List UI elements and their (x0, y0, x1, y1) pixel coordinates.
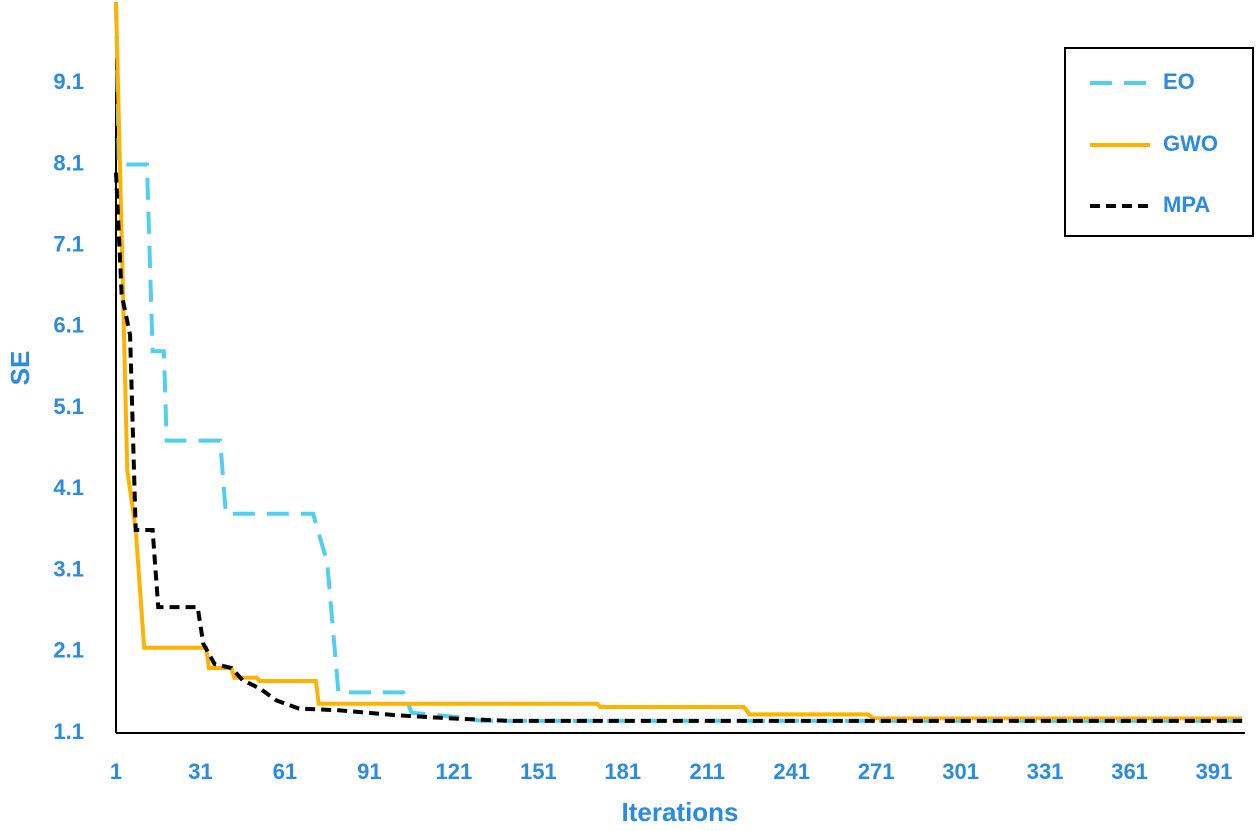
legend-label: EO (1163, 69, 1195, 94)
x-tick-label: 331 (1027, 759, 1064, 784)
y-axis-title: SE (5, 351, 35, 386)
series-line (114, 1, 1243, 721)
x-tick-label: 1 (110, 759, 122, 784)
series-line (114, 1, 1243, 723)
legend-label: MPA (1163, 192, 1210, 217)
legend-label: GWO (1163, 131, 1218, 156)
x-tick-label: 151 (520, 759, 557, 784)
y-tick-label: 9.1 (53, 69, 84, 94)
y-tick-label: 2.1 (53, 638, 84, 663)
x-tick-label: 91 (357, 759, 381, 784)
y-tick-label: 5.1 (53, 394, 84, 419)
x-tick-label: 391 (1196, 759, 1233, 784)
x-tick-label: 241 (773, 759, 810, 784)
x-axis-title: Iterations (621, 797, 738, 827)
y-tick-label: 1.1 (53, 719, 84, 744)
legend-box (1064, 47, 1254, 237)
y-tick-label: 6.1 (53, 313, 84, 338)
x-tick-label: 271 (858, 759, 895, 784)
x-tick-label: 121 (435, 759, 472, 784)
y-tick-label: 8.1 (53, 150, 84, 175)
y-tick-label: 7.1 (53, 231, 84, 256)
series-line (114, 172, 1243, 723)
x-tick-label: 31 (188, 759, 212, 784)
x-tick-label: 301 (942, 759, 979, 784)
y-tick-label: 3.1 (53, 556, 84, 581)
x-tick-label: 361 (1111, 759, 1148, 784)
y-tick-label: 4.1 (53, 475, 84, 500)
x-tick-label: 61 (273, 759, 297, 784)
x-tick-label: 181 (604, 759, 641, 784)
x-tick-label: 211 (689, 759, 725, 784)
